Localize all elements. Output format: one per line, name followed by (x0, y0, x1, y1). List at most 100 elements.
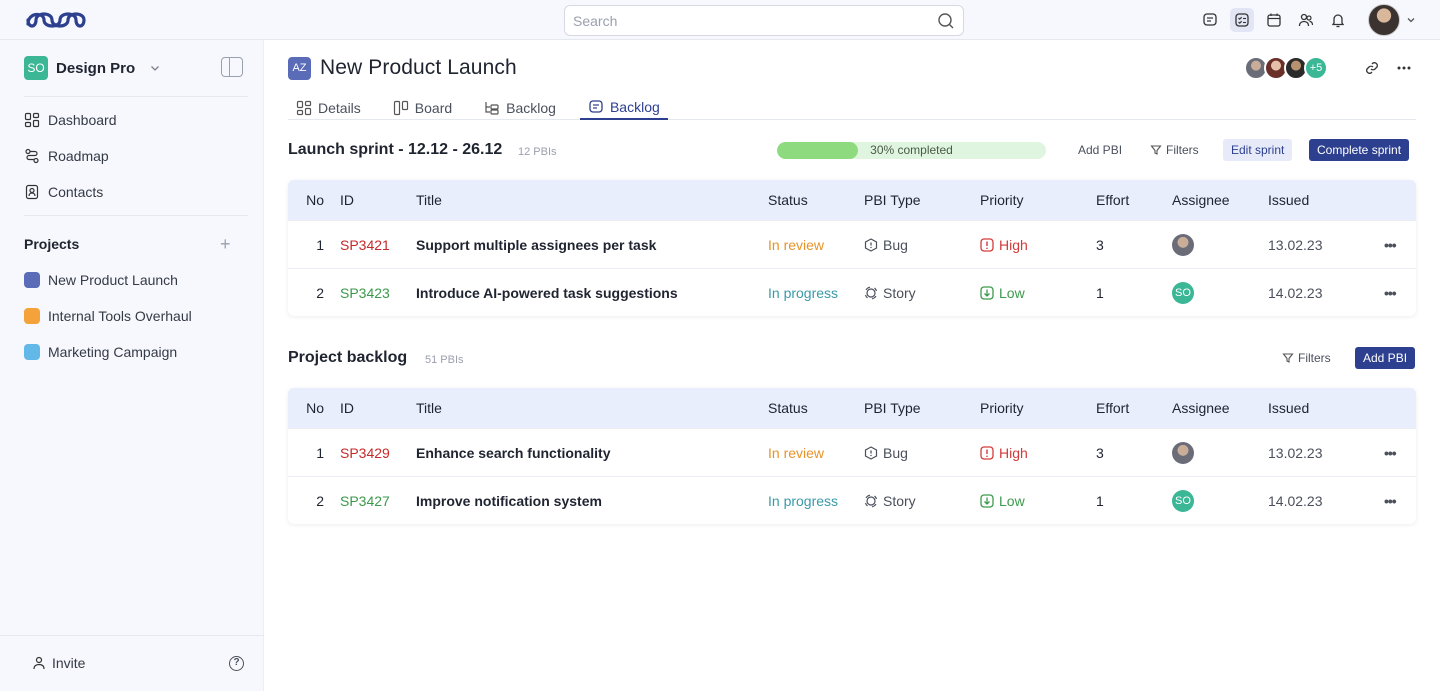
more-members-badge[interactable]: +5 (1304, 56, 1328, 80)
search-box[interactable] (564, 5, 964, 36)
sidebar-project-marketing[interactable]: Marketing Campaign (24, 344, 177, 360)
row-status[interactable]: In review (768, 444, 825, 461)
sidebar-item-dashboard[interactable]: Dashboard (24, 110, 117, 130)
row-assignee[interactable] (1172, 221, 1194, 268)
row-more-icon[interactable]: ••• (1384, 284, 1397, 301)
row-status[interactable]: In progress (768, 284, 839, 301)
col-title[interactable]: Title (416, 192, 442, 208)
col-effort[interactable]: Effort (1096, 400, 1130, 416)
col-issued[interactable]: Issued (1268, 400, 1310, 416)
workspace-switcher[interactable]: SO Design Pro (24, 56, 161, 80)
sprint-progress-bar: 30% completed (777, 142, 1046, 159)
workspace-name: Design Pro (56, 59, 136, 77)
tab-label: Details (318, 100, 361, 116)
row-priority[interactable]: High (980, 221, 1028, 268)
col-type[interactable]: PBI Type (864, 192, 921, 208)
add-pbi-button[interactable]: Add PBI (1355, 347, 1416, 369)
sidebar-item-contacts[interactable]: Contacts (24, 182, 103, 202)
avatar[interactable] (1172, 233, 1194, 256)
invite-button[interactable]: Invite (32, 655, 85, 671)
messages-icon[interactable] (1198, 8, 1222, 32)
row-id[interactable]: SP3429 (340, 444, 390, 461)
user-menu[interactable] (1368, 4, 1416, 36)
sidebar-item-roadmap[interactable]: Roadmap (24, 146, 109, 166)
col-priority[interactable]: Priority (980, 192, 1024, 208)
row-title[interactable]: Improve notification system (416, 492, 602, 509)
col-priority[interactable]: Priority (980, 400, 1024, 416)
sidebar: SO Design Pro Dashboard Roadmap Contacts… (0, 40, 264, 691)
row-title[interactable]: Enhance search functionality (416, 444, 611, 461)
help-icon[interactable]: ? (229, 656, 244, 671)
row-more-icon[interactable]: ••• (1384, 492, 1397, 509)
avatar[interactable] (1172, 441, 1194, 464)
row-more-icon[interactable]: ••• (1384, 444, 1397, 461)
add-project-icon[interactable]: + (220, 234, 231, 254)
table-row[interactable]: 2 SP3423 Introduce AI-powered task sugge… (288, 268, 1416, 316)
col-status[interactable]: Status (768, 400, 808, 416)
tab-backlog-active[interactable]: Backlog (579, 96, 668, 120)
team-icon[interactable] (1294, 8, 1318, 32)
calendar-icon[interactable] (1262, 8, 1286, 32)
row-title[interactable]: Introduce AI-powered task suggestions (416, 284, 678, 301)
col-title[interactable]: Title (416, 400, 442, 416)
col-issued[interactable]: Issued (1268, 192, 1310, 208)
col-no[interactable]: No (306, 192, 324, 208)
edit-sprint-button[interactable]: Edit sprint (1223, 139, 1293, 161)
type-label: Bug (883, 444, 908, 461)
row-id[interactable]: SP3421 (340, 236, 390, 253)
sidebar-project-new-product-launch[interactable]: New Product Launch (24, 272, 178, 288)
row-status[interactable]: In progress (768, 492, 839, 509)
sidebar-item-label: Contacts (48, 184, 104, 200)
tab-board[interactable]: Board (385, 96, 460, 120)
complete-sprint-button[interactable]: Complete sprint (1309, 139, 1410, 161)
avatar[interactable]: SO (1172, 489, 1194, 512)
user-plus-icon (33, 656, 45, 670)
col-id[interactable]: ID (340, 192, 354, 208)
row-priority[interactable]: Low (980, 477, 1025, 524)
avatar[interactable]: SO (1172, 281, 1194, 304)
col-effort[interactable]: Effort (1096, 192, 1130, 208)
filters-button[interactable]: Filters (1282, 351, 1331, 365)
project-color-dot (24, 344, 40, 360)
row-id[interactable]: SP3423 (340, 284, 390, 301)
tasks-icon[interactable] (1230, 8, 1254, 32)
link-icon[interactable] (1364, 60, 1380, 76)
more-icon[interactable] (1396, 60, 1412, 76)
bell-icon[interactable] (1326, 8, 1350, 32)
row-assignee[interactable]: SO (1172, 269, 1194, 316)
table-row[interactable]: 1 SP3421 Support multiple assignees per … (288, 220, 1416, 268)
row-assignee[interactable] (1172, 429, 1194, 476)
row-priority[interactable]: Low (980, 269, 1025, 316)
page-title: New Product Launch (320, 56, 517, 79)
project-color-dot (24, 308, 40, 324)
row-more-icon[interactable]: ••• (1384, 236, 1397, 253)
filters-button[interactable]: Filters (1150, 143, 1199, 157)
row-status[interactable]: In review (768, 236, 825, 253)
search-input[interactable] (573, 12, 937, 29)
row-priority[interactable]: High (980, 429, 1028, 476)
sidebar-item-label: Internal Tools Overhaul (48, 308, 192, 324)
tab-backlog[interactable]: Backlog (476, 96, 564, 120)
backlog-icon (589, 100, 603, 113)
row-title[interactable]: Support multiple assignees per task (416, 236, 657, 253)
backlog-header: Project backlog 51 PBIs Filters Add PBI (288, 347, 1416, 373)
row-type: Story (864, 269, 916, 316)
col-id[interactable]: ID (340, 400, 354, 416)
table-row[interactable]: 2 SP3427 Improve notification system In … (288, 476, 1416, 524)
table-row[interactable]: 1 SP3429 Enhance search functionality In… (288, 428, 1416, 476)
member-avatars[interactable]: +5 (1244, 56, 1328, 80)
col-type[interactable]: PBI Type (864, 400, 921, 416)
sidebar-project-internal-tools[interactable]: Internal Tools Overhaul (24, 308, 192, 324)
row-assignee[interactable]: SO (1172, 477, 1194, 524)
roadmap-icon (25, 148, 39, 164)
row-id[interactable]: SP3427 (340, 492, 390, 509)
logo[interactable] (24, 8, 88, 32)
sidebar-collapse-icon[interactable] (221, 57, 243, 77)
tab-details[interactable]: Details (288, 96, 369, 120)
col-status[interactable]: Status (768, 192, 808, 208)
col-assignee[interactable]: Assignee (1172, 400, 1230, 416)
user-avatar[interactable] (1368, 4, 1400, 36)
col-no[interactable]: No (306, 400, 324, 416)
col-assignee[interactable]: Assignee (1172, 192, 1230, 208)
add-pbi-link[interactable]: Add PBI (1078, 143, 1122, 157)
